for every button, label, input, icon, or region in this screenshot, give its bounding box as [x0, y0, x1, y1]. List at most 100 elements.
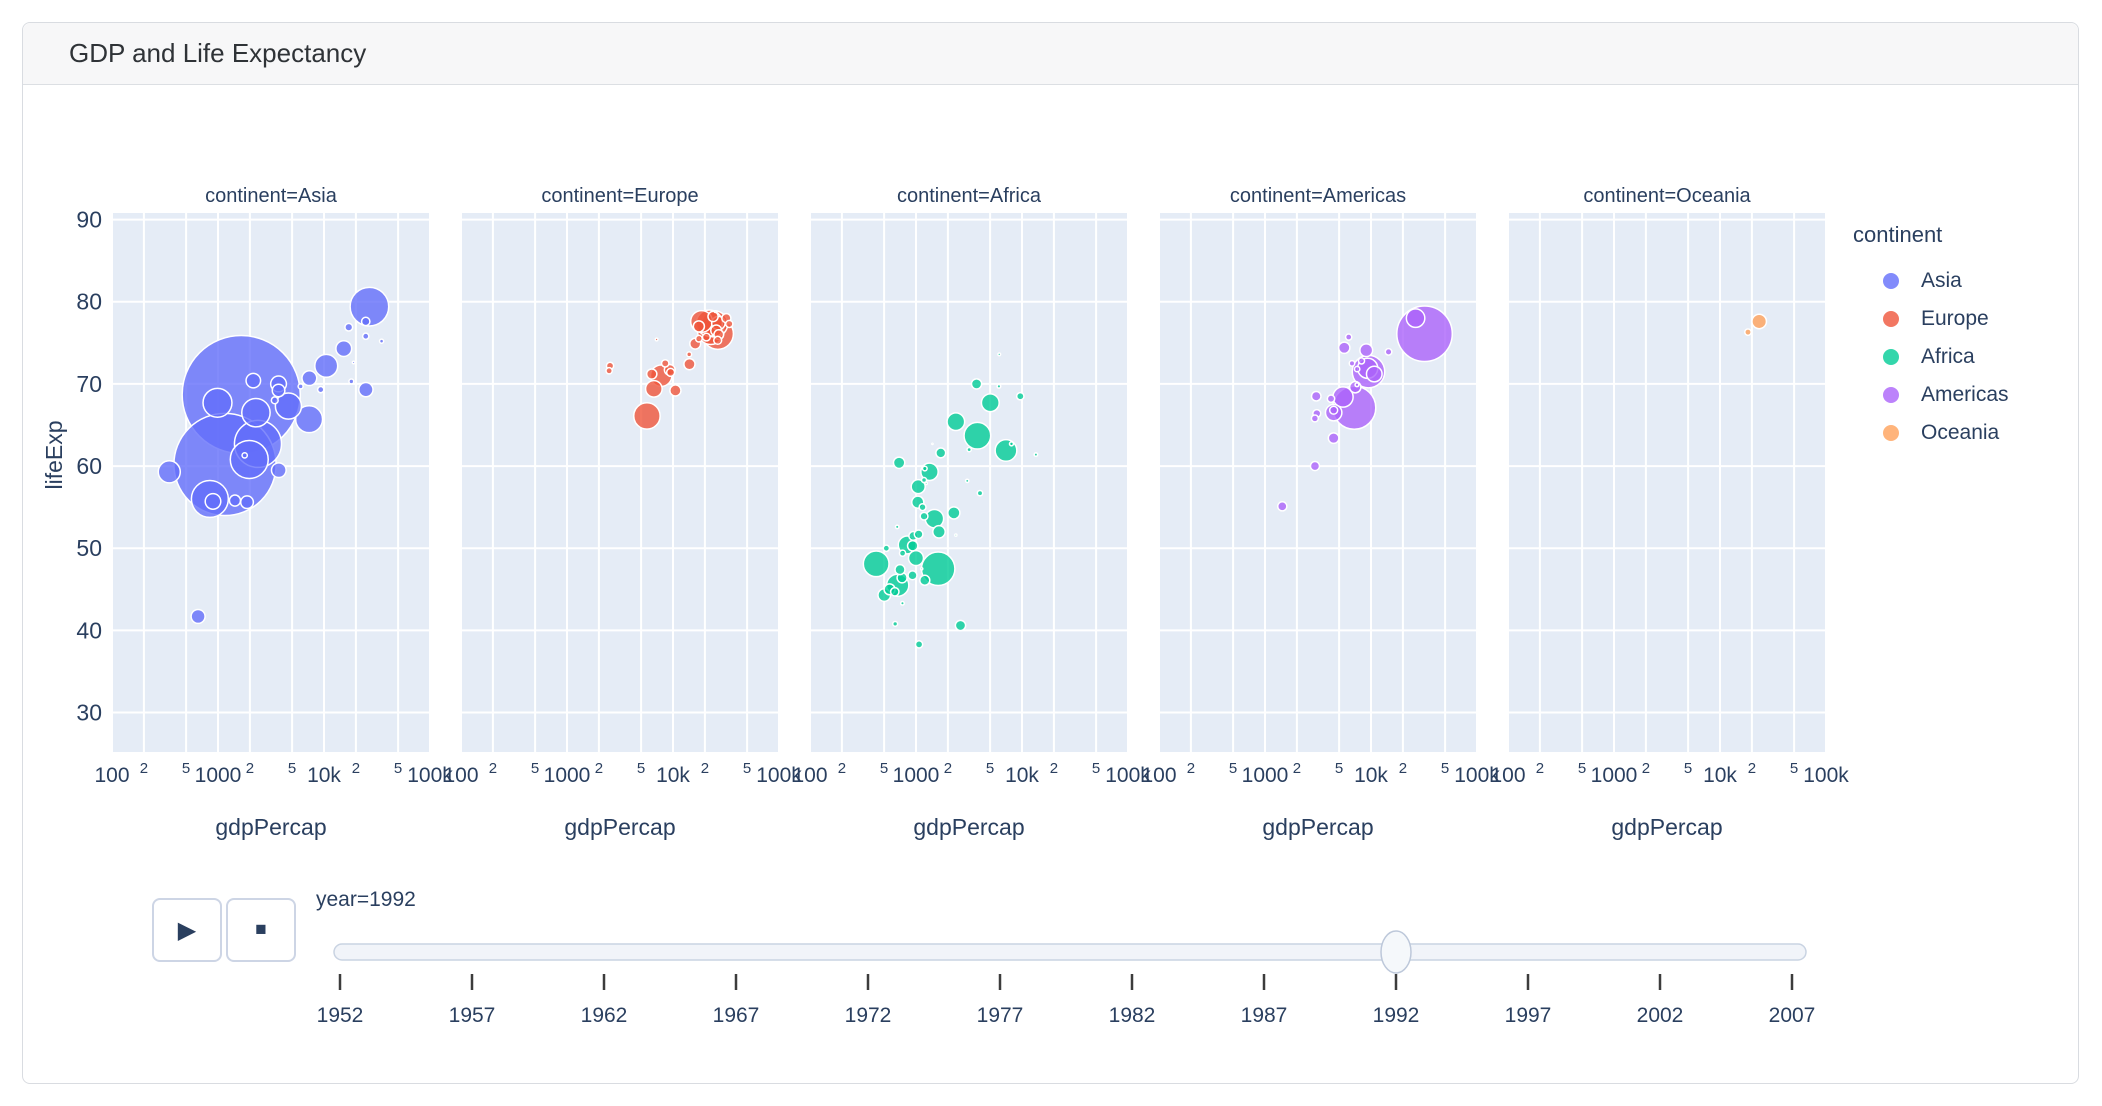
- bubble[interactable]: [1354, 382, 1360, 388]
- bubble[interactable]: [932, 524, 946, 539]
- bubble[interactable]: [946, 412, 966, 432]
- bubble[interactable]: [1328, 405, 1339, 415]
- bubble[interactable]: [683, 357, 696, 371]
- bubble[interactable]: [882, 544, 891, 553]
- bubble[interactable]: [239, 495, 255, 510]
- bubble[interactable]: [204, 492, 222, 510]
- bubble[interactable]: [361, 332, 370, 341]
- bubble[interactable]: [713, 309, 718, 314]
- bubble[interactable]: [297, 383, 304, 390]
- bubble[interactable]: [270, 462, 287, 479]
- bubble[interactable]: [1310, 390, 1322, 402]
- bubble[interactable]: [919, 574, 931, 587]
- bubble[interactable]: [997, 352, 1002, 357]
- bubble[interactable]: [899, 600, 905, 606]
- bubble[interactable]: [919, 566, 924, 571]
- bubble[interactable]: [1751, 313, 1768, 330]
- bubble[interactable]: [919, 511, 929, 521]
- bubble[interactable]: [351, 360, 356, 365]
- bubble[interactable]: [202, 387, 233, 419]
- bubble[interactable]: [348, 378, 355, 385]
- legend-item-oceania[interactable]: Oceania: [1853, 414, 2083, 452]
- bubble[interactable]: [1337, 341, 1351, 355]
- bubble[interactable]: [274, 392, 303, 420]
- bubble[interactable]: [914, 640, 924, 649]
- bubble[interactable]: [1033, 452, 1039, 458]
- bubble[interactable]: [892, 620, 899, 627]
- bubble[interactable]: [724, 319, 734, 329]
- legend-item-asia[interactable]: Asia: [1853, 262, 2083, 300]
- bubble[interactable]: [314, 353, 339, 379]
- bubble[interactable]: [935, 447, 947, 459]
- bubble[interactable]: [665, 367, 676, 378]
- bubble[interactable]: [1348, 359, 1356, 367]
- bubble[interactable]: [907, 549, 925, 567]
- bubble[interactable]: [947, 506, 961, 520]
- bubble[interactable]: [229, 439, 269, 480]
- bubble[interactable]: [1277, 501, 1288, 512]
- bubble[interactable]: [894, 563, 906, 576]
- bubble[interactable]: [241, 452, 249, 459]
- bubble[interactable]: [157, 460, 182, 484]
- bubble[interactable]: [1015, 391, 1025, 401]
- bubble[interactable]: [892, 456, 906, 470]
- bubble[interactable]: [921, 465, 928, 472]
- bubble[interactable]: [707, 310, 719, 323]
- bubble[interactable]: [694, 334, 703, 343]
- bubble[interactable]: [1327, 432, 1340, 445]
- bubble[interactable]: [301, 370, 318, 387]
- bubble[interactable]: [360, 316, 371, 327]
- bubble[interactable]: [966, 446, 973, 453]
- bubble[interactable]: [913, 529, 924, 540]
- bubble[interactable]: [645, 368, 658, 380]
- bubble[interactable]: [605, 366, 614, 375]
- bubble[interactable]: [701, 332, 711, 342]
- bubble[interactable]: [1405, 308, 1426, 329]
- bubble[interactable]: [349, 286, 390, 327]
- bubble[interactable]: [1365, 365, 1383, 383]
- bubble[interactable]: [245, 372, 262, 389]
- bubble[interactable]: [918, 502, 927, 512]
- bubble[interactable]: [1008, 441, 1015, 447]
- bubble[interactable]: [632, 401, 661, 430]
- bubble[interactable]: [920, 476, 928, 484]
- bubble[interactable]: [1309, 460, 1321, 472]
- bubble[interactable]: [954, 533, 958, 537]
- bubble[interactable]: [963, 421, 992, 450]
- bubble[interactable]: [1744, 328, 1752, 337]
- bubble[interactable]: [378, 338, 385, 344]
- bubble[interactable]: [1326, 394, 1336, 404]
- bubble[interactable]: [906, 539, 919, 552]
- bubble[interactable]: [316, 385, 325, 394]
- bubble[interactable]: [894, 524, 900, 530]
- stop-button[interactable]: ■: [226, 898, 296, 962]
- slider-track[interactable]: [333, 943, 1807, 961]
- bubble[interactable]: [862, 550, 890, 578]
- bubble[interactable]: [669, 384, 682, 397]
- bubble[interactable]: [931, 442, 934, 446]
- bubble[interactable]: [889, 586, 900, 597]
- slider-handle[interactable]: [1380, 930, 1412, 974]
- legend-item-europe[interactable]: Europe: [1853, 300, 2083, 338]
- bubble[interactable]: [924, 508, 945, 529]
- bubble[interactable]: [1384, 347, 1393, 356]
- bubble[interactable]: [190, 608, 206, 625]
- bubble[interactable]: [1344, 333, 1353, 341]
- bubble[interactable]: [1359, 343, 1374, 358]
- bubble[interactable]: [685, 351, 693, 358]
- legend-item-africa[interactable]: Africa: [1853, 338, 2083, 376]
- bubble[interactable]: [713, 335, 723, 346]
- bubble[interactable]: [898, 549, 907, 558]
- bubble[interactable]: [241, 397, 271, 428]
- bubble[interactable]: [910, 478, 926, 495]
- bubble[interactable]: [692, 320, 706, 333]
- bubble[interactable]: [228, 494, 242, 507]
- bubble[interactable]: [358, 381, 374, 398]
- bubble[interactable]: [335, 339, 353, 358]
- bubble[interactable]: [980, 393, 1000, 413]
- bubble[interactable]: [954, 619, 967, 632]
- bubble[interactable]: [294, 405, 324, 434]
- bubble[interactable]: [660, 358, 670, 368]
- bubble[interactable]: [907, 570, 918, 581]
- bubble[interactable]: [344, 322, 354, 332]
